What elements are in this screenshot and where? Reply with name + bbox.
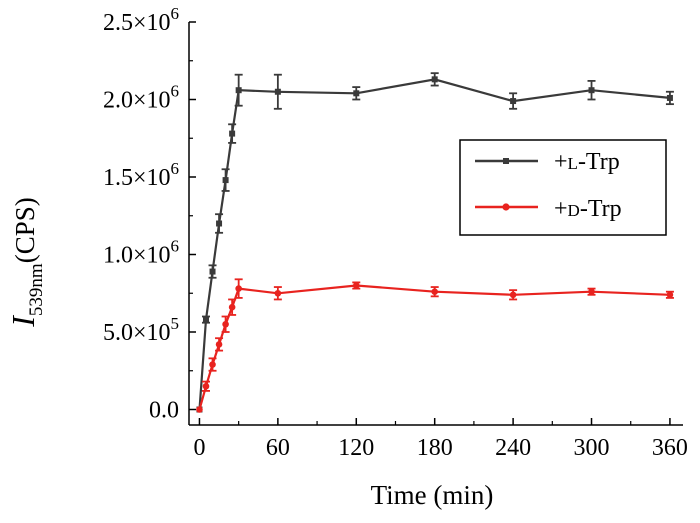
data-point <box>202 382 210 390</box>
legend-label-l-trp: -Trp <box>578 149 620 175</box>
legend-label-d-trp: -Trp <box>580 196 622 222</box>
data-point <box>222 177 229 184</box>
x-tick-label: 180 <box>417 435 453 461</box>
data-point <box>274 289 282 297</box>
y-axis-title-unit: (CPS) <box>10 197 40 263</box>
data-point <box>235 285 242 292</box>
data-point <box>222 320 229 328</box>
legend-enantiomer-l-trp: L <box>568 154 578 173</box>
legend-box <box>459 139 667 236</box>
y-tick-label: 2.5×106 <box>103 4 179 36</box>
series-d-trp <box>196 278 674 413</box>
y-tick-label: 1.0×106 <box>103 237 179 269</box>
legend-prefix-l-trp: + <box>554 149 568 175</box>
y-axis-title-subscript: 539nm <box>26 263 47 316</box>
y-axis-title: I539nm(CPS) <box>5 197 47 327</box>
y-tick-label: 1.5×106 <box>103 159 179 191</box>
y-axis: 0.0 5.0×105 1.0×106 1.5×106 2.0×106 2.5×106 <box>103 4 196 424</box>
data-point <box>202 316 209 323</box>
series-l-trp <box>196 72 674 413</box>
series-layer <box>196 72 674 413</box>
x-tick-label: 360 <box>652 435 688 461</box>
data-point <box>215 341 223 348</box>
x-axis-title: Time (min) <box>371 480 494 510</box>
data-point <box>274 88 281 95</box>
data-point <box>353 90 360 97</box>
data-point <box>352 282 360 289</box>
data-point <box>588 87 595 94</box>
x-tick-label: 120 <box>338 435 374 461</box>
legend-item-d-trp: +D-Trp <box>475 196 622 222</box>
data-point <box>216 220 223 227</box>
y-tick-label: 2.0×106 <box>103 82 179 114</box>
x-axis: 0 60 120 180 240 300 360 <box>193 418 688 461</box>
series-line-d-trp <box>198 284 670 410</box>
legend-marker-l-trp <box>503 158 509 164</box>
data-point <box>228 303 236 311</box>
data-point <box>588 288 595 296</box>
data-point <box>229 130 236 137</box>
x-tick-label: 0 <box>193 435 205 461</box>
svg-text:+L-Trp: +L-Trp <box>554 149 620 175</box>
data-point <box>235 87 242 94</box>
data-point <box>209 268 216 275</box>
legend: +L-Trp +D-Trp <box>459 139 667 236</box>
series-line-l-trp <box>198 78 671 410</box>
data-point <box>209 361 216 368</box>
svg-text:+D-Trp: +D-Trp <box>554 196 622 222</box>
legend-enantiomer-d-trp: D <box>568 201 580 220</box>
y-axis-title-symbol: I <box>5 315 41 328</box>
data-point <box>666 94 673 101</box>
x-tick-label: 300 <box>574 435 610 461</box>
legend-item-l-trp: +L-Trp <box>475 149 620 175</box>
data-point <box>431 288 438 296</box>
data-point <box>509 291 517 299</box>
y-tick-label: 5.0×105 <box>103 314 179 346</box>
y-tick-label: 0.0 <box>149 398 179 424</box>
data-point <box>196 406 203 413</box>
plot-frame <box>188 22 683 426</box>
x-tick-label: 240 <box>495 435 531 461</box>
legend-prefix-d-trp: + <box>554 196 568 222</box>
data-point <box>510 98 517 105</box>
x-tick-label: 60 <box>266 435 290 461</box>
data-point <box>431 76 438 83</box>
legend-marker-d-trp <box>502 203 510 211</box>
data-point <box>666 291 674 299</box>
